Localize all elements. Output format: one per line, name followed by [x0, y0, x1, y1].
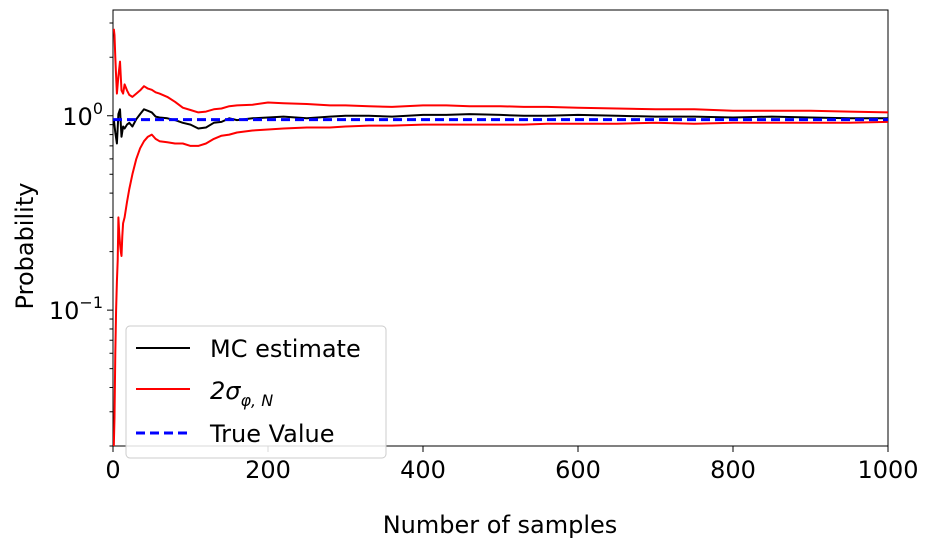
legend-label-true-value: True Value: [209, 420, 335, 448]
x-tick-label: 0: [105, 456, 120, 484]
series-1-line: [113, 28, 888, 114]
y-tick-base: 10: [62, 103, 93, 131]
legend-label-mc-estimate: MC estimate: [210, 335, 361, 363]
x-axis-label: Number of samples: [383, 511, 618, 539]
y-tick-label: 100: [62, 99, 103, 131]
x-tick-label: 800: [710, 456, 756, 484]
series-2-line: [113, 120, 888, 446]
legend-box: [125, 325, 387, 459]
x-tick-label: 200: [245, 456, 291, 484]
legend-label-2sigma-base: 2σ: [210, 377, 241, 405]
y-tick-base: 10: [49, 297, 80, 325]
y-tick-exponent: 0: [93, 99, 103, 118]
y-axis-label: Probability: [11, 183, 39, 310]
x-tick-label: 400: [400, 456, 446, 484]
y-tick-label: 10−1: [49, 293, 103, 325]
legend: MC estimate 2σφ, N True Value: [125, 325, 387, 459]
x-tick-label: 1000: [857, 456, 918, 484]
legend-label-2sigma-sub: φ, N: [240, 391, 273, 410]
series-0-line: [113, 108, 888, 145]
legend-label-2sigma: 2σφ, N: [210, 377, 273, 410]
y-tick-exponent: −1: [79, 293, 103, 312]
series-layer: [113, 28, 888, 446]
x-tick-label: 600: [555, 456, 601, 484]
